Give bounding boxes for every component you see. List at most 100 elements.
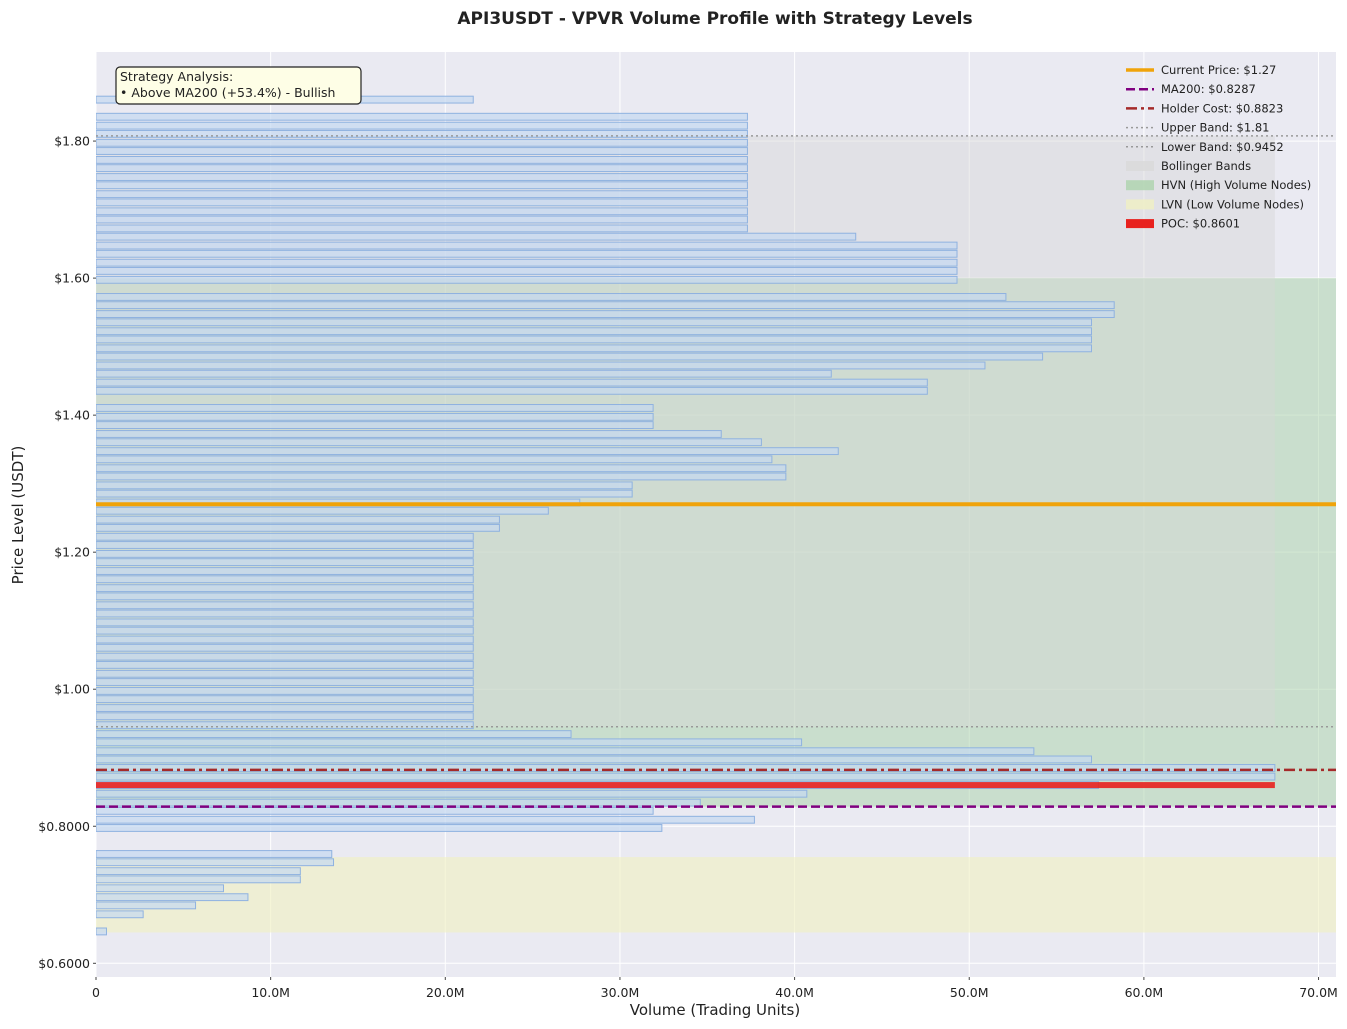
volume-bar — [96, 207, 748, 216]
legend-bollinger-bands-label: Bollinger Bands — [1161, 159, 1251, 173]
volume-bar — [96, 738, 803, 747]
volume-bar — [96, 798, 701, 807]
legend-ma200: MA200: $0.8287 — [1126, 82, 1256, 96]
volume-bar — [96, 755, 1092, 764]
legend-lvn: LVN (Low Volume Nodes) — [1126, 197, 1304, 211]
volume-bar — [96, 515, 500, 524]
volume-bar — [96, 806, 654, 815]
volume-bar — [96, 173, 748, 181]
volume-bar — [96, 567, 474, 575]
legend-upper-band-label: Upper Band: $1.81 — [1161, 121, 1269, 135]
volume-bar — [96, 190, 748, 199]
volume-bar — [96, 789, 808, 798]
volume-bar — [96, 241, 958, 250]
volume-bar — [96, 198, 748, 207]
legend-upper-band: Upper Band: $1.81 — [1126, 121, 1269, 135]
volume-bar — [96, 747, 1035, 756]
volume-bar — [96, 584, 474, 593]
volume-bar — [96, 901, 197, 910]
legend-poc-swatch — [1126, 219, 1154, 229]
volume-bar — [96, 558, 474, 567]
volume-bar — [96, 523, 500, 532]
volume-bar — [96, 147, 748, 155]
volume-bar — [96, 455, 773, 464]
volume-bar — [96, 618, 474, 627]
y-tick-label: $0.8000 — [38, 819, 90, 834]
volume-bar — [96, 224, 748, 233]
volume-bar — [96, 575, 474, 584]
volume-bar — [96, 215, 748, 224]
volume-bar — [96, 138, 748, 147]
legend-hvn-swatch — [1126, 180, 1154, 191]
volume-bar — [96, 249, 958, 258]
legend-lvn-label: LVN (Low Volume Nodes) — [1161, 197, 1304, 211]
volume-bar — [96, 884, 224, 893]
legend-hvn-label: HVN (High Volume Nodes) — [1161, 178, 1311, 192]
volume-bar — [96, 301, 1115, 310]
x-tick-label: 40.0M — [775, 985, 814, 1000]
volume-bar — [96, 121, 748, 130]
volume-bar — [96, 318, 1092, 327]
legend-lvn-swatch — [1126, 199, 1154, 210]
volume-bar — [96, 412, 654, 421]
volume-bar — [96, 867, 301, 876]
volume-bar — [96, 155, 748, 164]
volume-bar — [96, 464, 787, 473]
legend-bollinger-bands-swatch — [1126, 161, 1154, 171]
y-tick-label: $1.20 — [54, 545, 90, 560]
x-tick-label: 70.0M — [1299, 985, 1338, 1000]
volume-bar — [96, 447, 839, 456]
legend-bollinger-bands: Bollinger Bands — [1126, 159, 1251, 173]
volume-bar — [96, 361, 986, 370]
legend-lower-band: Lower Band: $0.9452 — [1126, 140, 1284, 154]
volume-bar — [96, 532, 474, 541]
annotation-line: • Above MA200 (+53.4%) - Bullish — [120, 85, 335, 100]
volume-bar — [96, 721, 474, 730]
volume-bar — [96, 712, 474, 721]
y-tick-label: $1.40 — [54, 408, 90, 423]
poc-bar — [96, 782, 1275, 789]
volume-bar — [96, 549, 474, 558]
volume-bar — [96, 352, 1044, 361]
volume-bar — [96, 404, 654, 412]
volume-bar — [96, 626, 474, 635]
legend-poc: POC: $0.8601 — [1126, 217, 1240, 231]
y-axis-label: Price Level (USDT) — [9, 446, 27, 585]
volume-bar — [96, 927, 107, 936]
volume-bar — [96, 695, 474, 704]
volume-bar — [96, 635, 474, 644]
x-tick-label: 30.0M — [601, 985, 640, 1000]
volume-bar — [96, 858, 335, 867]
volume-bar — [96, 815, 755, 824]
volume-bar — [96, 335, 1092, 344]
axes: $0.6000 $0.8000 $1.00 $1.20 $1.40 $1.60 $1.80 0… — [38, 134, 1338, 1000]
legend-lower-band-label: Lower Band: $0.9452 — [1161, 140, 1284, 154]
volume-bar — [96, 592, 474, 601]
volume-bar — [96, 687, 474, 695]
volume-bar — [96, 660, 474, 669]
volume-bar — [96, 772, 1276, 781]
volume-bar — [96, 472, 787, 481]
volume-bar — [96, 344, 1092, 353]
x-axis-label: Volume (Trading Units) — [630, 1001, 800, 1019]
volume-bar — [96, 850, 333, 858]
annotation-line: Strategy Analysis: — [120, 69, 233, 84]
strategy-annotation: Strategy Analysis:• Above MA200 (+53.4%)… — [115, 66, 362, 105]
volume-bar — [96, 181, 748, 190]
annotation-box — [115, 66, 362, 105]
volume-bar — [96, 310, 1115, 319]
volume-bar — [96, 764, 1276, 772]
volume-bar — [96, 421, 654, 430]
volume-bar — [96, 275, 958, 284]
volume-bar — [96, 232, 857, 241]
legend-holder-cost: Holder Cost: $0.8823 — [1126, 101, 1283, 115]
volume-bar — [96, 258, 958, 267]
lvn-zone — [96, 857, 1336, 933]
volume-bar — [96, 481, 633, 490]
legend-holder-cost-label: Holder Cost: $0.8823 — [1161, 101, 1283, 115]
volume-bar — [96, 378, 928, 387]
volume-bar — [96, 112, 748, 121]
y-tick-label: $1.80 — [54, 134, 90, 149]
volume-bar — [96, 730, 572, 739]
